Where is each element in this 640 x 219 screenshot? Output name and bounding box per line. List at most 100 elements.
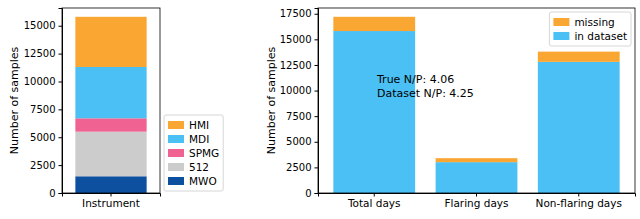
- tick-label: 7500: [30, 104, 55, 115]
- tick: 5000: [30, 132, 62, 143]
- tick-label: 17500: [280, 8, 312, 19]
- tick-label: 7500: [286, 111, 311, 122]
- chart: 0 2500 5000 7500 10000 12500 15000 Instrument Nu…: [8, 8, 224, 209]
- figure: 0 2500 5000 7500 10000 12500 15000 Instrument Nu…: [0, 0, 640, 219]
- tick: 15000: [280, 34, 318, 45]
- tick-mark: [59, 109, 63, 110]
- bar: [436, 158, 518, 162]
- bar: [75, 176, 146, 193]
- legend-entry: missing: [553, 16, 614, 28]
- tick-label: Total days: [347, 197, 401, 209]
- tick: 2500: [30, 160, 62, 171]
- axis-line: [59, 9, 63, 194]
- chart: 0 2500 5000 7500 10000 12500 15000 17500 Total d…: [265, 8, 636, 209]
- tick: 10000: [24, 76, 62, 87]
- legend-entry: MDI: [168, 133, 209, 145]
- tick: 5000: [286, 136, 318, 147]
- legend-swatch: [553, 32, 569, 40]
- bar: [436, 162, 518, 193]
- legend-label: 512: [189, 161, 209, 173]
- tick: 2500: [286, 162, 318, 173]
- plot-frame: [62, 8, 160, 193]
- annotation: True N/P: 4.06: [376, 73, 454, 86]
- tick-mark: [59, 81, 63, 82]
- legend-entry: MWO: [168, 175, 217, 187]
- bar: [75, 67, 146, 118]
- tick-mark: [315, 167, 319, 168]
- tick-mark: [59, 137, 63, 138]
- tick-mark: [315, 116, 319, 117]
- bar: [538, 52, 620, 62]
- tick: 12500: [24, 48, 62, 59]
- bar: [75, 118, 146, 131]
- tick-label: 2500: [286, 162, 311, 173]
- axis-line: [315, 9, 319, 194]
- legend-box: [164, 115, 223, 191]
- tick: Non-flaring days: [536, 193, 622, 209]
- legend-entry: SPMG: [168, 147, 219, 159]
- bar: [538, 62, 620, 193]
- tick-mark: [315, 193, 319, 194]
- tick: 17500: [280, 8, 318, 19]
- tick: Flaring days: [444, 193, 508, 209]
- legend-label: missing: [574, 16, 614, 28]
- tick-mark: [315, 142, 319, 143]
- bar: [75, 132, 146, 177]
- legend-label: HMI: [189, 119, 209, 131]
- tick: Total days: [347, 193, 401, 209]
- legend-swatch: [553, 18, 569, 26]
- tick-label: Flaring days: [444, 197, 508, 209]
- tick-label: 5000: [286, 136, 311, 147]
- tick: 7500: [30, 104, 62, 115]
- legend-label: MWO: [189, 175, 217, 187]
- legend-entry: HMI: [168, 119, 209, 131]
- tick: 15000: [24, 20, 62, 31]
- tick-mark: [59, 193, 63, 194]
- legend: missing in dataset: [549, 12, 631, 46]
- tick-label: 2500: [30, 160, 55, 171]
- tick-mark: [59, 165, 63, 166]
- legend-box: [549, 12, 631, 46]
- tick: 7500: [286, 111, 318, 122]
- legend-swatch: [168, 177, 184, 185]
- tick-label: 5000: [30, 132, 55, 143]
- bars: [75, 17, 146, 193]
- plot-frame: [318, 8, 635, 193]
- legend-swatch: [168, 149, 184, 157]
- tick-label: Instrument: [82, 197, 140, 209]
- tick-mark: [315, 14, 319, 15]
- tick-label: 10000: [280, 85, 312, 96]
- tick: 10000: [280, 85, 318, 96]
- legend-swatch: [168, 135, 184, 143]
- axis-title: Number of samples: [8, 46, 21, 154]
- tick-mark: [315, 39, 319, 40]
- tick-mark: [315, 65, 319, 66]
- legend-label: SPMG: [189, 147, 219, 159]
- tick-label: 15000: [24, 20, 56, 31]
- tick-label: 0: [305, 188, 311, 199]
- tick-label: 0: [49, 188, 55, 199]
- legend-swatch: [168, 121, 184, 129]
- tick-label: 15000: [280, 34, 312, 45]
- bar: [75, 17, 146, 67]
- legend-swatch: [168, 163, 184, 171]
- legend-entry: 512: [168, 161, 209, 173]
- tick: 0: [49, 188, 62, 199]
- tick-label: 12500: [24, 48, 56, 59]
- y-axis: 0 2500 5000 7500 10000 12500 15000 17500: [280, 8, 319, 198]
- tick: 12500: [280, 60, 318, 71]
- bar: [333, 17, 415, 31]
- tick-label: 10000: [24, 76, 56, 87]
- legend-label: MDI: [189, 133, 209, 145]
- y-axis: 0 2500 5000 7500 10000 12500 15000: [24, 9, 63, 199]
- annotation: Dataset N/P: 4.25: [377, 87, 474, 100]
- tick-mark: [315, 91, 319, 92]
- legend-entry: in dataset: [553, 30, 627, 42]
- tick: Instrument: [82, 193, 140, 209]
- tick-label: 12500: [280, 60, 312, 71]
- legend: HMI MDI SPMG 512 MWO: [164, 115, 223, 191]
- legend-label: in dataset: [574, 30, 627, 42]
- tick: 0: [305, 188, 318, 199]
- tick-mark: [59, 26, 63, 27]
- x-axis: Instrument: [63, 193, 161, 209]
